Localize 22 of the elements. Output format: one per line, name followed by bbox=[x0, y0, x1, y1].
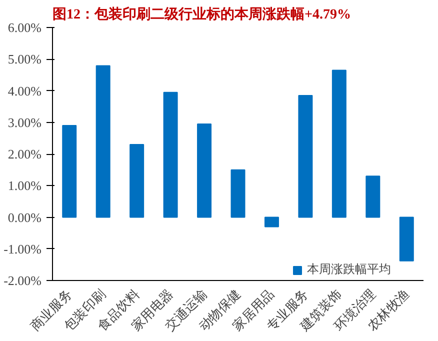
bar bbox=[197, 123, 212, 218]
bar bbox=[163, 92, 178, 218]
y-tick-label: 4.00% bbox=[8, 83, 42, 98]
y-tick-label: 0.00% bbox=[8, 210, 42, 225]
legend-label: 本周涨跌幅平均 bbox=[307, 261, 391, 278]
y-tick-label: -1.00% bbox=[4, 241, 42, 256]
chart-title: 图12：包装印刷二级行业标的本周涨跌幅+4.79% bbox=[52, 6, 351, 22]
bar bbox=[366, 176, 380, 218]
bar bbox=[230, 169, 246, 218]
bar bbox=[298, 94, 313, 218]
bar bbox=[399, 216, 414, 262]
y-tick-label: -2.00% bbox=[4, 273, 42, 288]
y-tick-label: 3.00% bbox=[8, 114, 42, 130]
bar bbox=[62, 125, 77, 218]
y-tick-label: 5.00% bbox=[8, 52, 42, 67]
bar bbox=[264, 216, 279, 228]
bar bbox=[130, 144, 144, 218]
y-tick-label: 6.00% bbox=[8, 20, 42, 35]
bar bbox=[96, 65, 110, 218]
bar bbox=[332, 70, 346, 218]
y-tick-label: 2.00% bbox=[8, 146, 42, 162]
y-tick-label: 1.00% bbox=[8, 178, 42, 194]
